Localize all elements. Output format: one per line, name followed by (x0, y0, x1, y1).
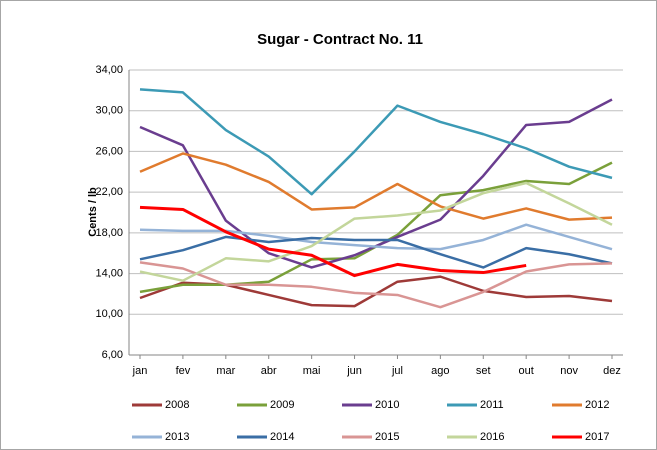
y-axis-label: Cents / lb (87, 187, 99, 237)
x-tick-label: nov (560, 365, 578, 377)
y-tick-label: 14,00 (95, 267, 123, 279)
legend-label: 2013 (165, 431, 189, 443)
x-tick-label: jan (132, 365, 148, 377)
chart-title: Sugar - Contract No. 11 (257, 31, 423, 48)
legend-label: 2010 (375, 399, 399, 411)
x-tick-label: out (519, 365, 534, 377)
series-line (139, 235, 613, 269)
legend-label: 2009 (270, 399, 294, 411)
y-tick-label: 22,00 (95, 186, 123, 198)
y-tick-label: 34,00 (95, 64, 123, 76)
legend-label: 2011 (480, 399, 504, 411)
series-line (139, 181, 613, 282)
legend-label: 2012 (585, 399, 609, 411)
y-tick-label: 30,00 (95, 105, 123, 117)
y-tick-label: 6,00 (102, 349, 123, 361)
series-line (139, 88, 613, 196)
y-tick-label: 26,00 (95, 145, 123, 157)
x-tick-label: jul (391, 365, 403, 377)
legend-label: 2008 (165, 399, 189, 411)
legend-label: 2017 (585, 431, 609, 443)
x-tick-label: fev (176, 365, 191, 377)
x-tick-label: abr (261, 365, 277, 377)
y-tick-label: 10,00 (95, 308, 123, 320)
series-line (139, 205, 527, 278)
legend-label: 2014 (270, 431, 294, 443)
series-line (139, 261, 613, 309)
x-tick-label: dez (603, 365, 621, 377)
x-tick-label: jun (346, 365, 362, 377)
legend-label: 2016 (480, 431, 504, 443)
x-tick-label: mai (303, 365, 321, 377)
legend-label: 2015 (375, 431, 399, 443)
x-tick-label: ago (431, 365, 449, 377)
x-tick-label: set (476, 365, 491, 377)
x-tick-label: mar (216, 365, 235, 377)
y-tick-label: 18,00 (95, 227, 123, 239)
series-line (139, 152, 613, 221)
series-line (139, 223, 613, 251)
